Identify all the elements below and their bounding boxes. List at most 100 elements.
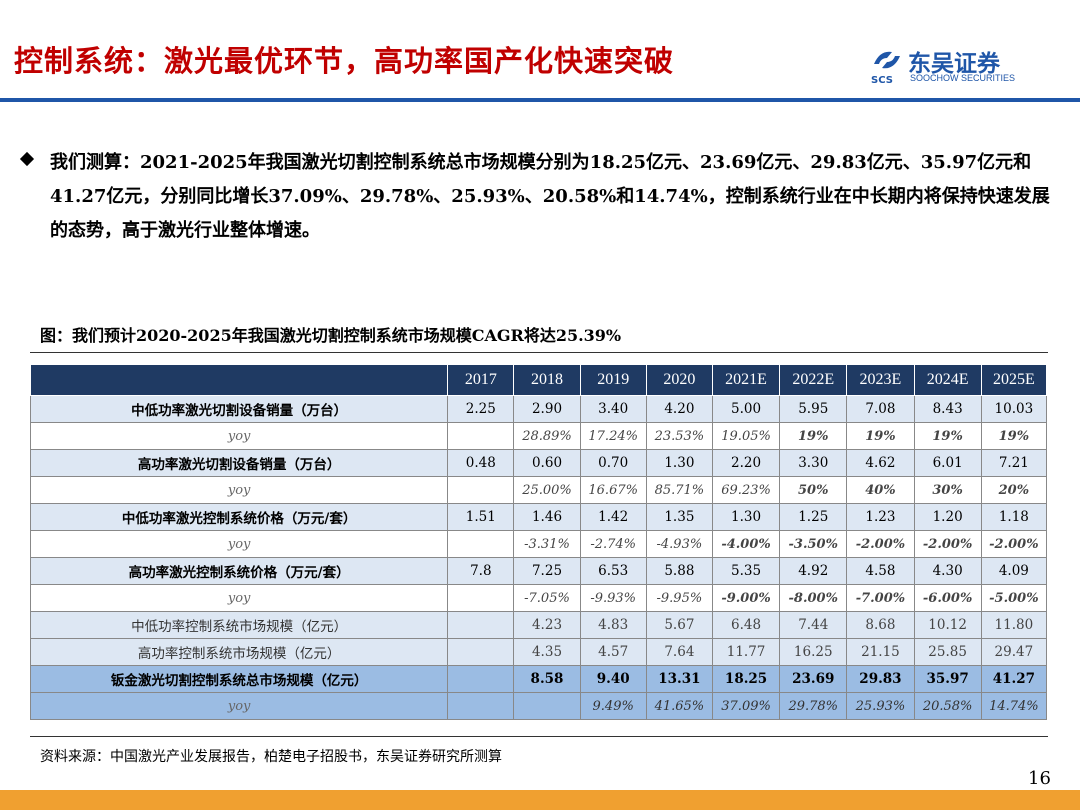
table-cell: 4.58 <box>846 557 915 585</box>
table-cell: 40% <box>846 476 915 504</box>
table-cell: 20% <box>980 476 1048 504</box>
table-cell: 19% <box>913 422 982 450</box>
table-cell: 29.78% <box>779 692 848 720</box>
table-cell: 19% <box>779 422 848 450</box>
table-cell: 4.35 <box>513 638 581 666</box>
row-label: yoy <box>29 692 449 720</box>
source-divider <box>30 736 1048 737</box>
table-cell: 1.51 <box>447 503 515 531</box>
table-cell: 7.44 <box>779 611 848 639</box>
source-note: 资料来源：中国激光产业发展报告，柏楚电子招股书，东吴证券研究所测算 <box>40 749 502 765</box>
table-cell: -6.00% <box>913 584 982 612</box>
col-header: 2019 <box>579 364 647 396</box>
table-cell: 8.68 <box>846 611 915 639</box>
table-cell: 7.08 <box>846 395 915 423</box>
table-row: yoy -7.05% -9.93% -9.95% -9.00% -8.00% -7.00% -… <box>29 584 1048 612</box>
col-header: 2023E <box>846 364 915 396</box>
table-cell: 5.88 <box>645 557 713 585</box>
caption-divider <box>30 352 1048 353</box>
table-cell: 3.30 <box>779 449 848 477</box>
table-cell: 3.40 <box>579 395 647 423</box>
logo-text-en: SOOCHOW SECURITIES <box>910 73 1016 83</box>
company-logo: SCS 东吴证券 SOOCHOW SECURITIES <box>870 46 1030 88</box>
logo-abbr: SCS <box>871 75 893 86</box>
header-divider <box>0 98 1080 102</box>
table-row: 钣金激光切割控制系统总市场规模（亿元） 8.58 9.40 13.31 18.25 23.… <box>29 665 1048 693</box>
col-header <box>29 364 449 396</box>
table-cell: 29.83 <box>846 665 915 693</box>
row-label: 高功率控制系统市场规模（亿元） <box>29 638 449 666</box>
row-label: yoy <box>29 530 449 558</box>
table-row: yoy 25.00% 16.67% 85.71% 69.23% 50% 40% 30% 20% <box>29 476 1048 504</box>
table-row: yoy -3.31% -2.74% -4.93% -4.00% -3.50% -2.00% -… <box>29 530 1048 558</box>
page-title: 控制系统：激光最优环节，高功率国产化快速突破 <box>14 44 675 78</box>
table-cell: 8.43 <box>913 395 982 423</box>
table-cell: 0.48 <box>447 449 515 477</box>
table-cell: -4.00% <box>711 530 781 558</box>
row-label: 中低功率激光切割设备销量（万台） <box>29 395 449 423</box>
table-cell <box>447 530 515 558</box>
col-header: 2025E <box>980 364 1048 396</box>
row-label: 钣金激光切割控制系统总市场规模（亿元） <box>29 665 449 693</box>
table-cell: -9.95% <box>645 584 713 612</box>
table-row: 中低功率激光控制系统价格（万元/套） 1.51 1.46 1.42 1.35 1.30 1.… <box>29 503 1048 531</box>
row-label: 高功率激光控制系统价格（万元/套） <box>29 557 449 585</box>
table-cell: 1.42 <box>579 503 647 531</box>
table-cell: 69.23% <box>711 476 781 504</box>
soochow-logo-icon: SCS <box>871 51 900 86</box>
table-cell: 9.40 <box>579 665 647 693</box>
table-cell: 14.74% <box>980 692 1048 720</box>
table-cell: 2.20 <box>711 449 781 477</box>
table-cell: 23.53% <box>645 422 713 450</box>
col-header: 2022E <box>779 364 848 396</box>
col-header: 2018 <box>513 364 581 396</box>
table-cell: 1.35 <box>645 503 713 531</box>
table-row: yoy 9.49% 41.65% 37.09% 29.78% 25.93% 20.58% 14… <box>29 692 1048 720</box>
table-cell: 20.58% <box>913 692 982 720</box>
table-cell: 16.25 <box>779 638 848 666</box>
table-cell: 18.25 <box>711 665 781 693</box>
table-cell: 4.20 <box>645 395 713 423</box>
table-cell: 25.93% <box>846 692 915 720</box>
table-cell: 9.49% <box>579 692 647 720</box>
table-cell: -2.74% <box>579 530 647 558</box>
footer-bar <box>0 790 1080 810</box>
table-cell: 10.12 <box>913 611 982 639</box>
table-cell: 11.80 <box>980 611 1048 639</box>
table-cell <box>447 584 515 612</box>
row-label: yoy <box>29 422 449 450</box>
table-cell <box>447 476 515 504</box>
summary-paragraph: 我们测算：2021-2025年我国激光切割控制系统总市场规模分别为18.25亿元… <box>50 152 1050 241</box>
table-cell <box>447 638 515 666</box>
table-cell: -2.00% <box>846 530 915 558</box>
table-cell <box>447 692 515 720</box>
logo-text-cn: 东吴证券 <box>908 51 1000 77</box>
table-cell: 41.65% <box>645 692 713 720</box>
table-cell: 17.24% <box>579 422 647 450</box>
table-cell: 35.97 <box>913 665 982 693</box>
table-cell: 8.58 <box>513 665 581 693</box>
table-cell: 16.67% <box>579 476 647 504</box>
table-cell: 10.03 <box>980 395 1048 423</box>
table-cell: 1.30 <box>645 449 713 477</box>
table-cell: 2.25 <box>447 395 515 423</box>
table-row: 中低功率控制系统市场规模（亿元） 4.23 4.83 5.67 6.48 7.44 8.68… <box>29 611 1048 639</box>
row-label: 高功率激光切割设备销量（万台） <box>29 449 449 477</box>
table-cell: 29.47 <box>980 638 1048 666</box>
row-label: yoy <box>29 584 449 612</box>
table-cell: 7.25 <box>513 557 581 585</box>
table-row: 中低功率激光切割设备销量（万台） 2.25 2.90 3.40 4.20 5.00 5.95… <box>29 395 1048 423</box>
table-cell: 4.57 <box>579 638 647 666</box>
table-cell: 11.77 <box>711 638 781 666</box>
table-cell: -7.05% <box>513 584 581 612</box>
table-cell <box>447 611 515 639</box>
table-cell: 6.48 <box>711 611 781 639</box>
table-cell: 37.09% <box>711 692 781 720</box>
table-cell: 1.20 <box>913 503 982 531</box>
market-size-table: 2017 2018 2019 2020 2021E 2022E 2023E 20… <box>29 364 1048 720</box>
table-cell: 4.92 <box>779 557 848 585</box>
table-cell: 4.09 <box>980 557 1048 585</box>
table-cell: 2.90 <box>513 395 581 423</box>
col-header: 2024E <box>913 364 982 396</box>
table-cell: 5.95 <box>779 395 848 423</box>
